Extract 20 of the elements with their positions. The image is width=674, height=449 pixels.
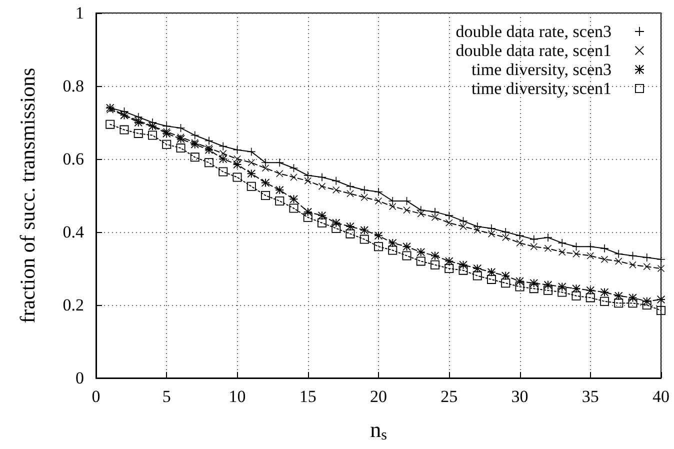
x-tick-label: 40 (652, 387, 670, 406)
y-tick-label: 1 (76, 4, 84, 22)
legend-label: time diversity, scen3 (471, 60, 612, 79)
x-tick-label: 35 (582, 387, 599, 406)
legend-label: double data rate, scen3 (456, 22, 612, 41)
legend-label: time diversity, scen1 (471, 79, 612, 98)
y-tick-label: 0.4 (62, 222, 84, 242)
x-tick-label: 20 (370, 387, 387, 406)
y-tick-label: 0.8 (62, 76, 84, 96)
x-tick-label: 5 (162, 387, 171, 406)
x-tick-label: 10 (228, 387, 246, 406)
y-tick-label: 0 (76, 368, 84, 388)
x-tick-label: 0 (92, 387, 100, 406)
y-axis-title: fraction of succ. transmissions (16, 68, 40, 324)
x-tick-label: 25 (440, 387, 458, 406)
legend-label: double data rate, scen1 (456, 41, 612, 60)
x-tick-label: 30 (511, 387, 528, 406)
x-tick-label: 15 (299, 387, 316, 406)
y-tick-label: 0.2 (62, 296, 84, 314)
y-tick-label: 0.6 (62, 150, 84, 168)
